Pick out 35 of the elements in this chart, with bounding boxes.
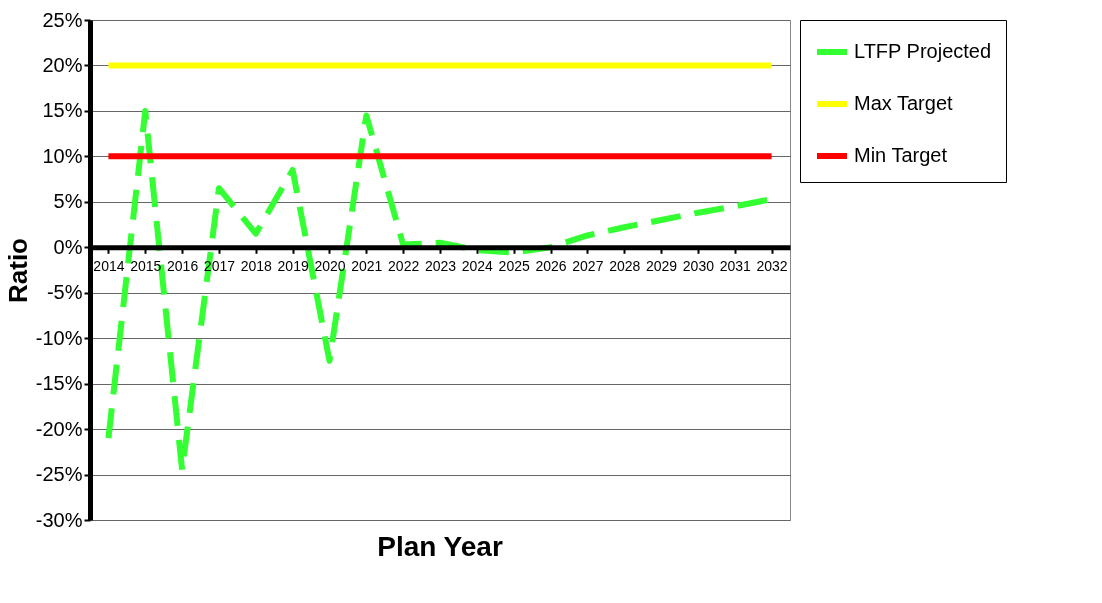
- x-tick-label: 2030: [682, 257, 715, 274]
- y-tick-label: -15%: [35, 372, 83, 395]
- y-tick-label: 10%: [42, 144, 83, 167]
- legend-label: Max Target: [854, 92, 954, 114]
- x-tick-label: 2029: [645, 257, 678, 274]
- x-tick-label: 2027: [572, 257, 604, 274]
- legend-label: LTFP Projected: [854, 40, 992, 62]
- y-tick-label: -20%: [35, 417, 83, 440]
- x-tick-label: 2019: [277, 257, 309, 274]
- x-tick-label: 2015: [130, 257, 162, 274]
- x-tick-label: 2022: [388, 257, 420, 274]
- x-tick-label: 2032: [756, 257, 788, 274]
- x-axis-title: Plan Year: [377, 531, 503, 562]
- y-tick-label: 20%: [42, 53, 83, 76]
- y-tick-label: -10%: [35, 326, 83, 349]
- x-tick-label: 2031: [719, 257, 752, 274]
- y-axis-title: Ratio: [2, 238, 33, 303]
- x-tick-label: 2021: [351, 257, 383, 274]
- y-tick-label: -25%: [35, 463, 83, 486]
- legend-label: Min Target: [854, 144, 948, 166]
- x-tick-label: 2018: [240, 257, 273, 274]
- x-tick-label: 2020: [314, 257, 346, 274]
- y-tick-label: -30%: [35, 508, 83, 531]
- x-tick-label: 2026: [535, 257, 567, 274]
- y-tick-label: -5%: [46, 281, 83, 304]
- y-tick-label: 5%: [53, 190, 83, 213]
- x-tick-label: 2014: [93, 257, 125, 274]
- x-tick-label: 2025: [498, 257, 530, 274]
- y-tick-label: 0%: [53, 235, 83, 258]
- y-tick-label: 15%: [42, 99, 83, 122]
- x-tick-label: 2024: [461, 257, 494, 274]
- x-tick-label: 2023: [424, 257, 457, 274]
- x-tick-label: 2016: [167, 257, 199, 274]
- y-tick-label: 25%: [42, 8, 83, 31]
- x-tick-label: 2028: [609, 257, 641, 274]
